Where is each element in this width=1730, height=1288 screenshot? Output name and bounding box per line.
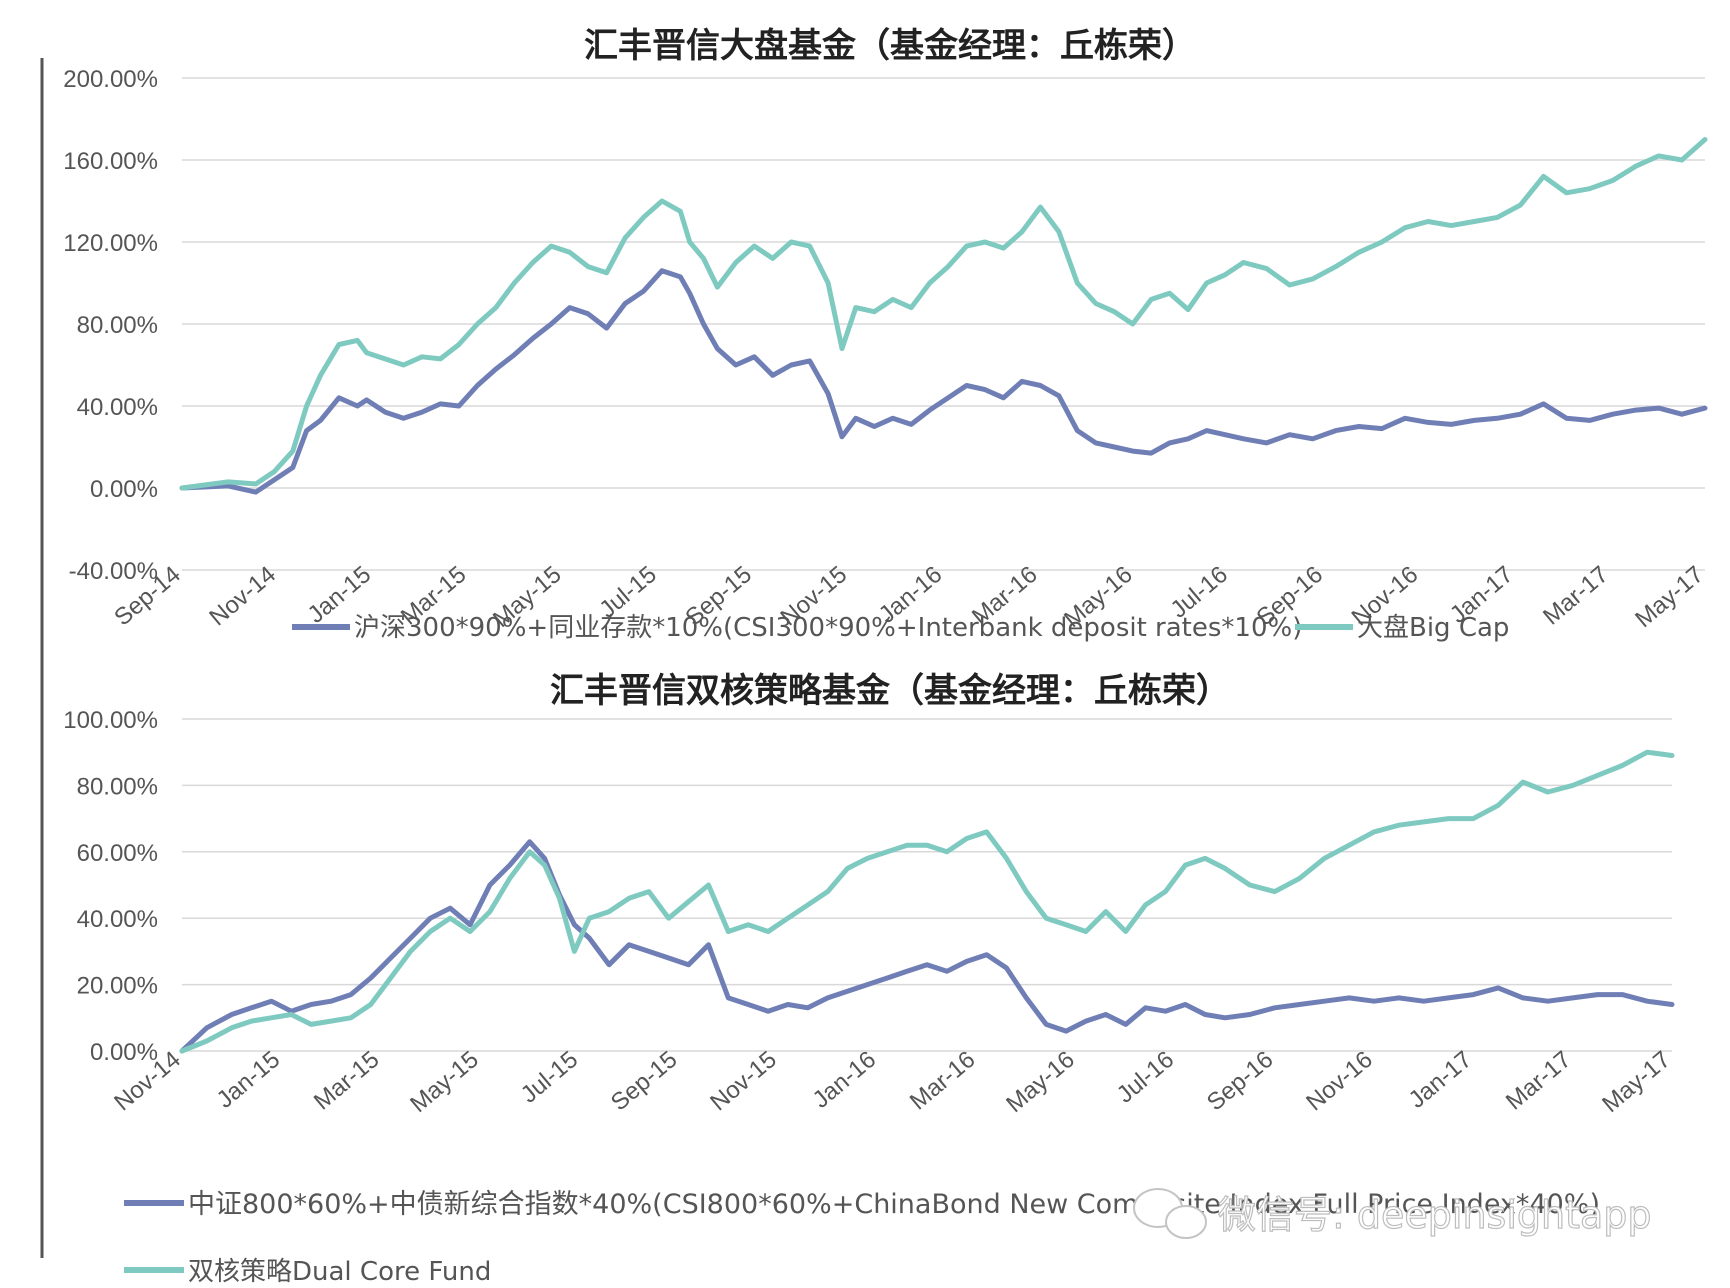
x-tick-label: Jan-16 xyxy=(808,1046,882,1114)
legend-label-benchmark: 沪深300*90%+同业存款*10%(CSI300*90%+Interbank … xyxy=(354,613,1302,643)
y-tick-label: 80.00% xyxy=(77,312,158,339)
y-tick-label: 120.00% xyxy=(63,230,158,257)
x-tick-label: May-17 xyxy=(1630,561,1709,633)
x-tick-label: Sep-15 xyxy=(606,1046,683,1116)
chart-title: 汇丰晋信双核策略基金（基金经理：丘栋荣） xyxy=(550,671,1230,711)
x-tick-label: Mar-17 xyxy=(1501,1046,1577,1116)
x-tick-label: Jan-15 xyxy=(212,1046,286,1114)
series-line-fund xyxy=(179,137,1708,491)
x-tick-label: Jul-16 xyxy=(1112,1046,1179,1109)
y-tick-label: 40.00% xyxy=(77,906,158,933)
x-tick-label: Mar-15 xyxy=(309,1046,385,1116)
x-tick-label: May-17 xyxy=(1597,1046,1676,1118)
x-tick-label: Nov-14 xyxy=(204,561,281,631)
legend-label-fund: 大盘Big Cap xyxy=(1357,613,1509,643)
wechat-watermark: 微信号: deepinsightapp xyxy=(1133,1188,1652,1239)
y-tick-label: 0.00% xyxy=(90,1039,158,1066)
x-tick-label: Jul-15 xyxy=(516,1046,583,1109)
y-tick-label: 80.00% xyxy=(77,773,158,800)
x-tick-label: May-15 xyxy=(405,1046,484,1118)
series-line-benchmark xyxy=(179,268,1708,495)
legend-label-benchmark: 中证800*60%+中债新综合指数*40%(CSI800*60%+ChinaBo… xyxy=(188,1189,1600,1220)
y-tick-label: -40.00% xyxy=(69,558,158,585)
x-tick-label: Nov-16 xyxy=(1301,1046,1378,1116)
x-tick-label: Nov-15 xyxy=(705,1046,782,1116)
wechat-icon xyxy=(1133,1188,1207,1239)
legend: 沪深300*90%+同业存款*10%(CSI300*90%+Interbank … xyxy=(292,613,1509,643)
chart-title: 汇丰晋信大盘基金（基金经理：丘栋荣） xyxy=(584,26,1196,66)
y-tick-label: 200.00% xyxy=(63,66,158,93)
x-tick-label: Mar-17 xyxy=(1538,561,1614,631)
chart-big-cap: 汇丰晋信大盘基金（基金经理：丘栋荣） 200.00% 160.00% 120.00%… xyxy=(63,26,1709,643)
y-tick-label: 0.00% xyxy=(90,476,158,503)
x-tick-label: Sep-16 xyxy=(1202,1046,1279,1116)
y-tick-label: 160.00% xyxy=(63,148,158,175)
x-tick-label: Jan-17 xyxy=(1404,1046,1478,1114)
legend-label-fund: 双核策略Dual Core Fund xyxy=(188,1257,491,1287)
series-line-fund xyxy=(179,749,1675,1054)
x-tick-label: Mar-16 xyxy=(905,1046,981,1116)
y-tick-label: 60.00% xyxy=(77,840,158,867)
x-tick-label: May-16 xyxy=(1001,1046,1080,1118)
series-line-benchmark xyxy=(179,839,1675,1054)
y-tick-label: 40.00% xyxy=(77,394,158,421)
y-tick-label: 100.00% xyxy=(63,707,158,734)
legend: 中证800*60%+中债新综合指数*40%(CSI800*60%+ChinaBo… xyxy=(124,1189,1600,1287)
watermark-text: 微信号: deepinsightapp xyxy=(1218,1193,1652,1237)
y-tick-label: 20.00% xyxy=(77,973,158,1000)
